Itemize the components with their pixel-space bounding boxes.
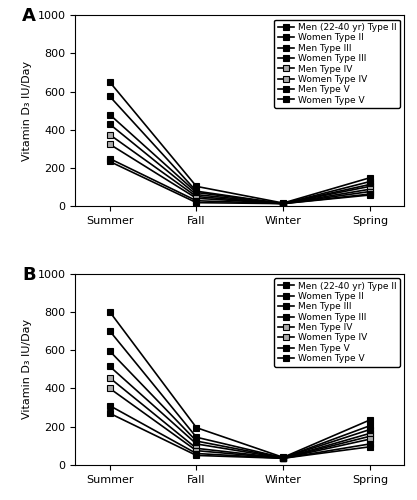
Legend: Men (22-40 yr) Type II, Women Type II, Men Type III, Women Type III, Men Type IV: Men (22-40 yr) Type II, Women Type II, M…: [274, 20, 400, 108]
Line: Men Type IV: Men Type IV: [107, 132, 373, 206]
Women Type II: [281, 200, 286, 206]
Line: Women Type IV: Women Type IV: [107, 142, 373, 206]
Women Type III: [107, 121, 112, 127]
Line: Men (22-40 yr) Type II: Men (22-40 yr) Type II: [107, 79, 373, 206]
Men Type V: [281, 456, 286, 462]
Men Type III: [367, 426, 372, 432]
Men Type V: [194, 450, 199, 456]
Men Type IV: [107, 132, 112, 138]
Men (22-40 yr) Type II: [107, 79, 112, 85]
Women Type III: [194, 441, 199, 447]
Men Type IV: [367, 186, 372, 192]
Women Type II: [194, 434, 199, 440]
Men (22-40 yr) Type II: [194, 424, 199, 430]
Women Type IV: [194, 448, 199, 454]
Men Type III: [367, 182, 372, 188]
Men Type V: [194, 198, 199, 203]
Y-axis label: Vitamin D₃ IU/Day: Vitamin D₃ IU/Day: [22, 319, 32, 420]
Men Type IV: [281, 455, 286, 461]
Line: Women Type V: Women Type V: [107, 158, 373, 206]
Text: B: B: [23, 266, 36, 284]
Men Type III: [107, 112, 112, 117]
Women Type V: [194, 452, 199, 458]
Men Type III: [281, 454, 286, 460]
Women Type II: [367, 178, 372, 184]
Women Type III: [367, 430, 372, 436]
Women Type IV: [281, 456, 286, 462]
Line: Women Type III: Women Type III: [107, 364, 373, 461]
Line: Men Type V: Men Type V: [107, 156, 373, 206]
Legend: Men (22-40 yr) Type II, Women Type II, Men Type III, Women Type III, Men Type IV: Men (22-40 yr) Type II, Women Type II, M…: [274, 278, 400, 366]
Line: Women Type III: Women Type III: [107, 122, 373, 206]
Women Type IV: [281, 200, 286, 206]
Women Type II: [107, 94, 112, 100]
Men Type IV: [281, 200, 286, 206]
Men Type V: [367, 191, 372, 197]
Women Type III: [194, 192, 199, 198]
Women Type II: [107, 328, 112, 334]
Line: Women Type II: Women Type II: [107, 94, 373, 206]
Women Type II: [194, 188, 199, 194]
Women Type III: [367, 184, 372, 190]
Women Type V: [107, 410, 112, 416]
Line: Men (22-40 yr) Type II: Men (22-40 yr) Type II: [107, 309, 373, 460]
Y-axis label: Vitamin D₃ IU/Day: Vitamin D₃ IU/Day: [22, 60, 32, 161]
Men (22-40 yr) Type II: [107, 309, 112, 315]
Line: Women Type V: Women Type V: [107, 410, 373, 461]
Men (22-40 yr) Type II: [367, 417, 372, 423]
Men Type III: [107, 348, 112, 354]
Women Type II: [281, 454, 286, 460]
Women Type IV: [107, 142, 112, 148]
Men Type III: [281, 200, 286, 206]
Men Type IV: [194, 446, 199, 452]
Women Type IV: [367, 436, 372, 442]
Women Type III: [281, 200, 286, 206]
Line: Women Type IV: Women Type IV: [107, 386, 373, 461]
Women Type V: [107, 158, 112, 164]
Women Type IV: [107, 386, 112, 392]
Women Type V: [281, 456, 286, 462]
Men Type IV: [194, 194, 199, 200]
Men (22-40 yr) Type II: [281, 454, 286, 460]
Men (22-40 yr) Type II: [194, 184, 199, 190]
Men Type IV: [367, 434, 372, 440]
Line: Women Type II: Women Type II: [107, 328, 373, 460]
Men Type V: [107, 402, 112, 408]
Text: A: A: [23, 8, 36, 26]
Line: Men Type III: Men Type III: [107, 112, 373, 206]
Line: Men Type V: Men Type V: [107, 403, 373, 461]
Men Type III: [194, 190, 199, 196]
Women Type II: [367, 422, 372, 428]
Men Type V: [281, 200, 286, 206]
Men Type III: [194, 438, 199, 444]
Women Type IV: [194, 196, 199, 202]
Men Type IV: [107, 375, 112, 381]
Women Type V: [367, 192, 372, 198]
Women Type V: [194, 200, 199, 205]
Men Type V: [107, 156, 112, 162]
Men (22-40 yr) Type II: [367, 175, 372, 181]
Line: Men Type IV: Men Type IV: [107, 375, 373, 461]
Women Type V: [367, 444, 372, 450]
Women Type III: [281, 455, 286, 461]
Women Type IV: [367, 188, 372, 194]
Women Type III: [107, 364, 112, 370]
Men Type V: [367, 441, 372, 447]
Men (22-40 yr) Type II: [281, 200, 286, 206]
Line: Men Type III: Men Type III: [107, 348, 373, 461]
Women Type V: [281, 200, 286, 206]
